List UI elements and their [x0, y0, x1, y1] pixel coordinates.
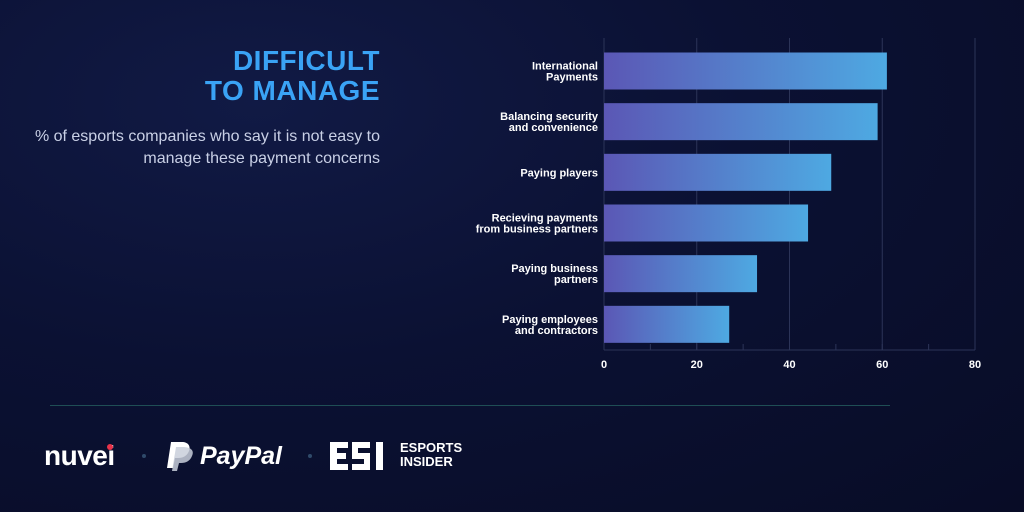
- bar: [604, 305, 730, 343]
- category-label: Balancing security and convenience: [500, 111, 599, 134]
- bar: [604, 255, 758, 293]
- headline-line-2: TO MANAGE: [204, 75, 380, 106]
- x-tick-label: 60: [876, 359, 888, 371]
- x-tick-label: 80: [969, 359, 981, 371]
- esports-insider-logo: ESPORTS INSIDER: [400, 441, 462, 469]
- nuvei-logo-text: nuvei: [44, 440, 115, 471]
- category-label: Paying players: [520, 167, 598, 179]
- partner-logos: nuvei PayPal ESPORTS INSIDER: [44, 436, 484, 476]
- headline-line-1: DIFFICULT: [232, 45, 380, 76]
- bar: [604, 153, 832, 191]
- esports-insider-line-2: INSIDER: [400, 454, 453, 469]
- x-tick-label: 0: [601, 359, 607, 371]
- x-tick-label: 20: [691, 359, 703, 371]
- category-label: International Payments: [532, 61, 598, 84]
- nuvei-logo: nuvei: [44, 440, 115, 472]
- x-tick-label: 40: [783, 359, 795, 371]
- bar: [604, 103, 878, 141]
- footer-divider: [50, 405, 890, 406]
- category-label: Recieving payments from business partners: [476, 213, 598, 236]
- headline: DIFFICULT TO MANAGE: [205, 46, 380, 106]
- subtitle: % of esports companies who say it is not…: [34, 128, 380, 167]
- paypal-icon: [167, 442, 193, 471]
- logo-separator: [142, 454, 146, 458]
- bar: [604, 52, 887, 90]
- esi-logo-icon: [330, 442, 383, 470]
- esports-insider-line-1: ESPORTS: [400, 440, 463, 455]
- paypal-logo: PayPal: [200, 442, 283, 470]
- bar: [604, 204, 809, 242]
- bar-chart: 0 20 40 60 80 International Payments Balancing …: [476, 38, 981, 371]
- logo-separator: [308, 454, 312, 458]
- category-label: Paying business partners: [511, 263, 598, 286]
- nuvei-logo-dot: [106, 444, 113, 450]
- category-label: Paying employees and contractors: [502, 314, 598, 337]
